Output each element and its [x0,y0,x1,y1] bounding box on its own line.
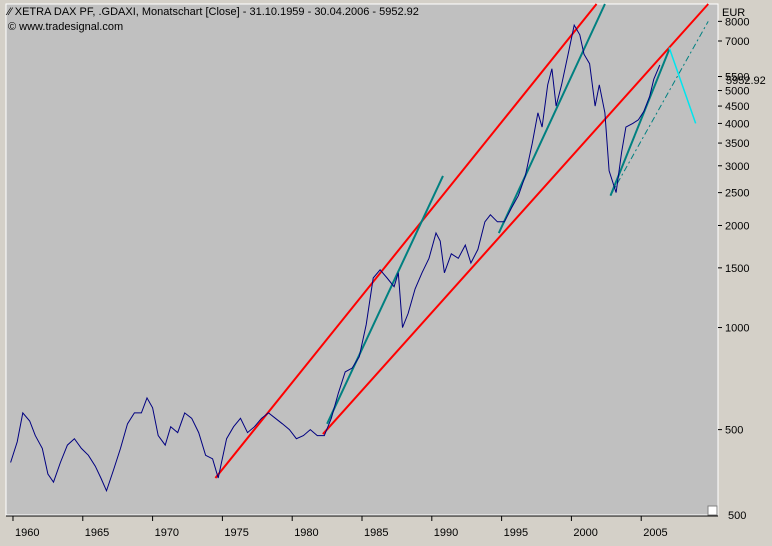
projection-line [668,47,697,124]
y-tick-label: 3000 [725,161,749,173]
y-tick-label: 4500 [725,101,749,113]
y-tick-label: 2000 [725,220,749,232]
trend-line-2 [497,3,606,234]
chart-source: © www.tradesignal.com [8,21,123,33]
chart-source-text: www.tradesignal.com [19,21,124,33]
x-axis: 1960 1965 1970 1975 1980 1985 1990 1995 2000 2005 [6,515,718,539]
trend-dashdot-line [610,21,709,196]
x-tick-label: 2000 [573,527,597,539]
y-tick-label: 8000 [725,16,749,28]
channel-upper-line [214,3,598,479]
x-tick-label: 2005 [643,527,667,539]
channel-lower-line [322,3,709,435]
y-tick-label: 3500 [725,138,749,150]
trend-overlays [214,3,709,479]
trend-line-3 [609,49,671,196]
trend-line-1 [326,175,444,425]
y-tick-label: 4000 [725,118,749,130]
y-tick-label: 1500 [725,263,749,275]
price-line-series [10,23,661,493]
x-tick-label: 1960 [15,527,39,539]
last-value-label: 5952.92 [726,75,766,87]
y-tick-label: 5500 [725,72,749,84]
x-tick-label: 1985 [364,527,388,539]
copyright-icon: © [8,21,17,33]
y-tick-label: 5000 [725,86,749,98]
resize-grip[interactable] [707,505,718,516]
x-tick-label: 1965 [85,527,109,539]
chart-title-text: XETRA DAX PF, .GDAXI, Monatschart [Close… [14,6,419,18]
x-tick-label: 1970 [155,527,179,539]
y-tick-label: 7000 [725,36,749,48]
x-tick-label: 1975 [224,527,248,539]
plot-area [5,3,719,516]
chart-title: ⁄⁄ XETRA DAX PF, .GDAXI, Monatschart [Cl… [8,6,419,18]
y-tick-label: 2500 [725,188,749,200]
y-tick-label: 500 [725,425,743,437]
y-tick-label: 1000 [725,323,749,335]
currency-label: EUR [722,7,745,19]
bottom-partial-label: 500 [728,510,746,522]
line-chart-icon: ⁄⁄ [8,6,12,18]
x-tick-label: 1980 [294,527,318,539]
x-tick-label: 1995 [504,527,528,539]
y-axis: 500 1000 1500 2000 2500 3000 3500 4000 4500 5000 5… [718,16,749,437]
x-tick-label: 1990 [434,527,458,539]
